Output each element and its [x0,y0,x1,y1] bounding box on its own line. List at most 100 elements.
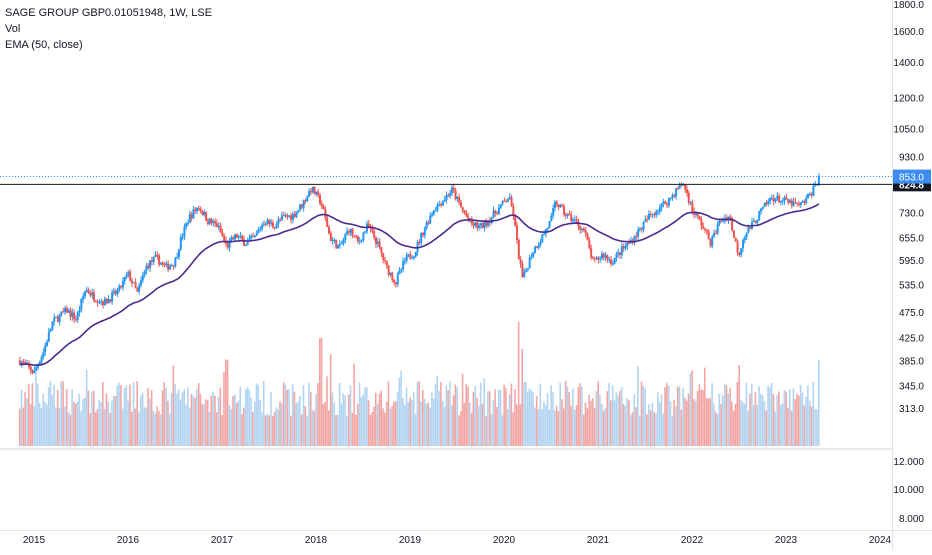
volume-bar [727,393,730,446]
candle-body [400,269,403,271]
candle-body [541,234,544,243]
volume-bar [226,359,229,446]
candle-body [394,282,397,285]
candle-body [140,280,143,286]
candle-body [125,274,128,278]
candle-body [720,220,723,222]
volume-bar [174,384,176,446]
candle-body [51,321,54,330]
volume-bar [553,410,556,446]
candle-body [684,184,687,190]
volume-bar [362,394,364,446]
candle-body [438,204,441,206]
volume-bar [678,386,681,446]
volume-bar [767,385,769,446]
candle-body [655,211,658,215]
hline-label: 824.8 [899,180,924,191]
last-price-bg [893,169,931,184]
candle-body [722,220,725,222]
volume-bar [295,403,298,446]
legend-ema[interactable]: EMA (50, close) [5,39,83,51]
candle-body [315,191,318,195]
candle-body [102,301,105,306]
volume-bar [808,400,811,446]
volume-bar [342,393,345,446]
candle-body [799,202,802,205]
candle-body [678,183,681,189]
candle-body [743,237,746,241]
volume-bar [376,404,379,446]
legend-title[interactable]: SAGE GROUP GBP0.01051948, 1W, LSE [5,7,213,19]
volume-bar [80,411,82,446]
volume-bar [353,363,355,446]
volume-bar [772,394,775,446]
candle-body [572,219,575,222]
candle-body [268,219,271,224]
candle-body [364,231,367,233]
candle-body [257,229,260,233]
volume-bar [168,413,171,446]
volume-bar [483,378,486,446]
candle-body [772,197,775,202]
volume-bar [776,394,778,446]
volume-bar [414,413,417,446]
volume-bar [626,398,628,446]
volume-bar [817,359,820,446]
candle-body [436,204,439,211]
candle-body [219,225,222,233]
volume-bar [259,399,261,446]
candle-body [469,218,472,220]
candle-body [738,252,741,255]
volume-bar [696,390,699,446]
candle-body [483,220,486,228]
candle-body [525,270,528,272]
candle-body [803,201,806,204]
volume-bar [427,402,430,446]
volume-bar [760,393,762,446]
volume-bar [244,389,247,446]
volume-bar [270,392,272,446]
candle-body [141,275,144,281]
candle-body [197,207,200,209]
candle-body [384,259,387,261]
volume-bar [387,381,390,446]
volume-bar [685,400,688,446]
candle-body [87,289,90,294]
candle-body [270,222,273,224]
price-tick-label: 313.0 [899,404,924,415]
volume-bar [702,389,704,446]
volume-bar [469,402,471,446]
volume-bar [134,408,137,446]
candle-body [105,298,108,304]
volume-bar [655,413,657,446]
price-tick-label: 655.0 [899,234,924,245]
volume-bar [494,389,496,446]
volume-bar [441,400,444,446]
volume-layer [18,321,820,446]
candle-body [519,259,522,264]
volume-bar [713,403,715,446]
candle-body [194,209,197,211]
candle-body [230,237,233,241]
legend-vol[interactable]: Vol [5,23,21,35]
volume-bar [610,400,612,446]
volume-bar [541,408,543,446]
volume-bar [318,338,321,446]
candle-body [593,258,596,260]
volume-bar [454,384,457,446]
candle-body [403,260,406,262]
volume-bar [208,411,211,446]
candle-body [767,201,770,205]
candle-body [608,259,611,261]
volume-bar [114,396,117,446]
volume-bar [136,381,138,446]
volume-bar [194,397,196,446]
volume-bar [147,388,149,446]
volume-bar [215,412,218,446]
volume-bar [606,391,608,446]
candle-body [212,221,215,223]
volume-bar [338,382,341,446]
chart-legend: SAGE GROUP GBP0.01051948, 1W, LSE Vol EM… [5,5,212,53]
